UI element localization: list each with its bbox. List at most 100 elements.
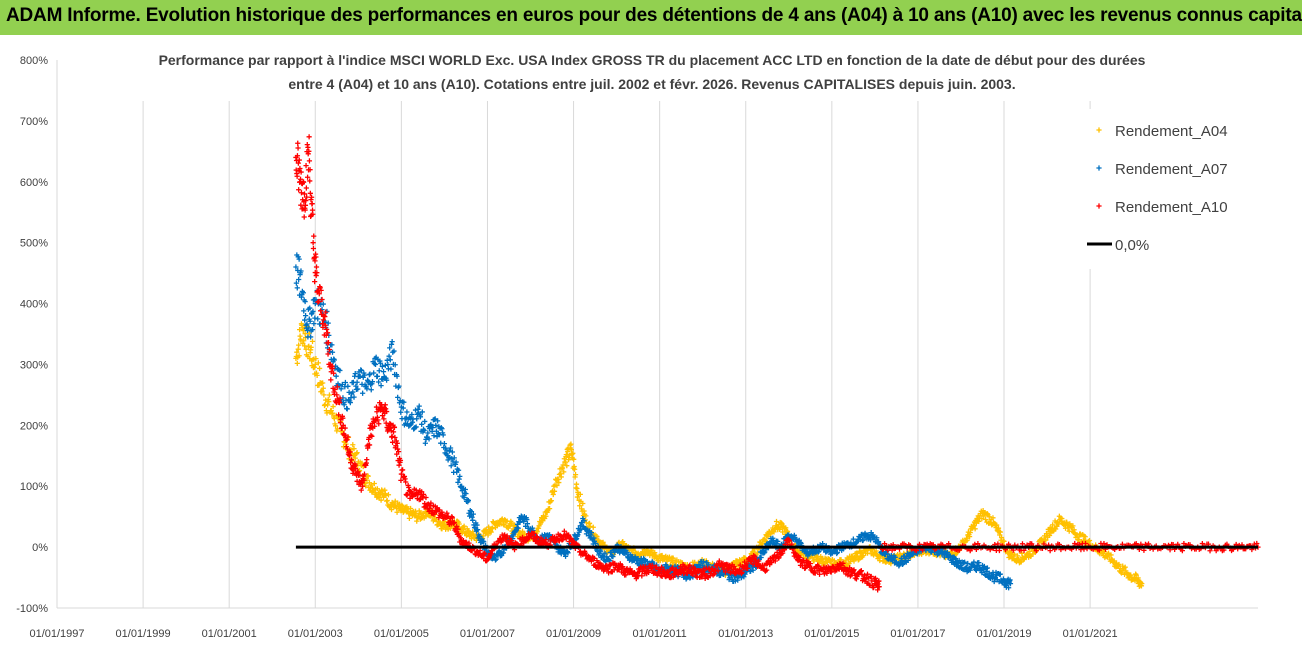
data-point — [744, 561, 750, 567]
data-point — [913, 548, 919, 554]
data-point — [786, 537, 793, 543]
data-point — [428, 500, 434, 506]
data-point — [354, 449, 360, 456]
y-tick-label: 700% — [20, 116, 48, 128]
data-point — [344, 406, 350, 412]
data-point — [1018, 559, 1024, 565]
data-point — [384, 497, 390, 504]
data-point — [319, 296, 325, 303]
data-point — [482, 551, 488, 557]
data-point — [403, 479, 409, 485]
data-point — [294, 153, 301, 159]
data-point — [1059, 515, 1065, 522]
data-point — [394, 440, 400, 446]
data-point — [295, 145, 301, 151]
x-tick-label: 01/01/1997 — [29, 628, 84, 640]
data-point — [773, 518, 780, 525]
data-point — [996, 547, 1003, 554]
data-point — [348, 460, 354, 466]
data-point — [455, 479, 461, 485]
data-point — [962, 559, 968, 565]
data-point — [561, 469, 567, 475]
data-point — [594, 533, 600, 540]
data-point — [323, 332, 329, 338]
data-point — [302, 317, 308, 323]
data-point — [302, 313, 309, 319]
y-tick-label: 400% — [20, 299, 48, 311]
data-point — [360, 483, 366, 489]
data-point — [1139, 581, 1145, 587]
data-point — [973, 567, 979, 574]
data-point — [336, 412, 342, 418]
data-point — [326, 398, 332, 405]
data-point — [297, 176, 304, 182]
data-point — [364, 386, 370, 392]
data-point — [395, 446, 401, 452]
data-point — [406, 515, 412, 521]
data-point — [377, 360, 384, 366]
data-point — [850, 536, 856, 542]
data-point — [329, 342, 335, 348]
data-point — [390, 429, 397, 435]
data-point — [357, 373, 363, 379]
data-point — [321, 392, 327, 398]
data-point — [378, 497, 384, 503]
data-point — [330, 403, 336, 410]
data-point — [293, 280, 299, 286]
data-point — [610, 554, 616, 560]
data-point — [982, 516, 989, 523]
data-point — [453, 459, 459, 465]
data-point — [754, 550, 761, 556]
data-point — [997, 571, 1003, 577]
data-point — [581, 518, 587, 524]
data-point — [620, 564, 626, 570]
data-point — [297, 165, 303, 172]
data-point — [294, 285, 300, 291]
data-point — [748, 568, 754, 574]
data-point — [306, 158, 313, 164]
data-point — [946, 541, 952, 547]
data-point — [320, 380, 326, 386]
data-point — [387, 357, 393, 363]
data-point — [310, 211, 316, 217]
data-point — [583, 513, 589, 519]
data-point — [435, 418, 441, 424]
data-point — [1116, 561, 1122, 568]
data-point — [455, 526, 461, 532]
x-tick-label: 01/01/1999 — [116, 628, 171, 640]
data-point — [404, 409, 410, 415]
data-point — [376, 379, 382, 385]
data-point — [306, 134, 312, 140]
data-point — [868, 573, 874, 580]
data-point — [389, 339, 395, 345]
data-point — [448, 463, 454, 469]
data-point — [423, 494, 429, 501]
chart-gridlines — [56, 60, 1091, 608]
data-point — [872, 575, 879, 581]
data-point — [1072, 540, 1078, 547]
data-point — [395, 394, 401, 400]
data-point — [341, 402, 347, 408]
data-point — [461, 494, 467, 501]
legend-marker-1 — [1096, 127, 1102, 133]
data-point — [296, 276, 302, 283]
data-point — [298, 268, 304, 274]
data-point — [658, 564, 665, 570]
data-point — [416, 403, 422, 409]
data-point — [337, 395, 343, 401]
data-point — [1070, 523, 1076, 529]
data-point — [345, 383, 351, 389]
data-point — [732, 578, 738, 584]
data-point — [318, 287, 324, 293]
data-point — [312, 279, 318, 285]
data-point — [485, 532, 491, 538]
data-point — [474, 522, 480, 528]
data-point — [294, 173, 300, 179]
data-point — [360, 390, 366, 396]
data-point — [986, 514, 992, 520]
data-point — [296, 327, 303, 333]
data-point — [1007, 581, 1014, 587]
data-point — [372, 361, 379, 368]
data-point — [358, 487, 364, 493]
data-point — [315, 316, 321, 322]
